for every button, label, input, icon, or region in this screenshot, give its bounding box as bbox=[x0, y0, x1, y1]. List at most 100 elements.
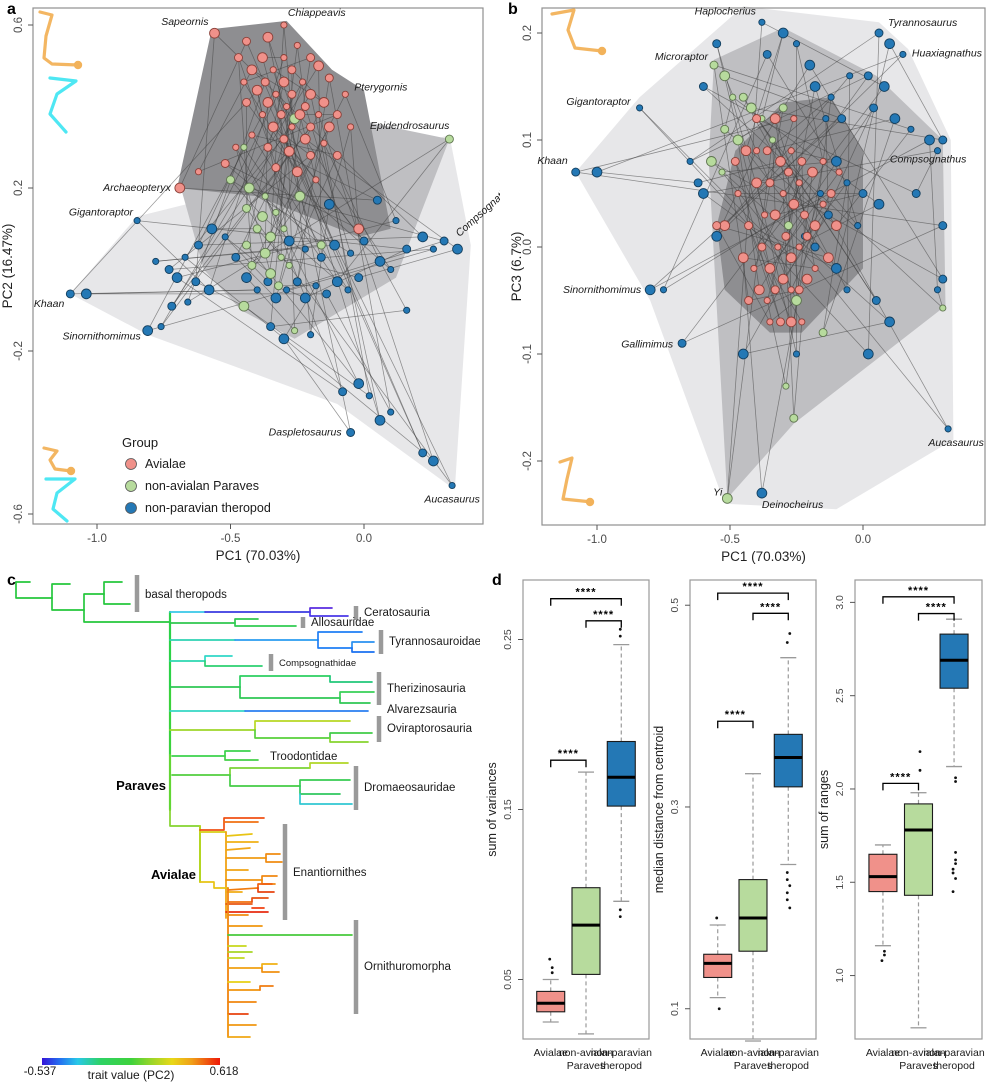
avialae-point bbox=[269, 66, 277, 74]
outlier-point bbox=[951, 890, 955, 893]
y-tick-label: 0.3 bbox=[669, 800, 681, 815]
theropod-point bbox=[571, 167, 581, 177]
theropod-point bbox=[591, 166, 603, 178]
legend-entry-label: non-avialan Paraves bbox=[145, 479, 259, 493]
plot-border bbox=[541, 7, 986, 526]
avialae-point bbox=[788, 198, 800, 210]
box bbox=[571, 887, 601, 975]
paraves-point bbox=[240, 143, 248, 151]
theropod-point bbox=[181, 253, 189, 261]
avialae-point bbox=[776, 317, 785, 327]
theropod-point bbox=[299, 292, 311, 304]
paraves-point bbox=[261, 192, 269, 200]
significance-bracket bbox=[882, 782, 920, 791]
theropod-point bbox=[938, 274, 948, 284]
theropod-point bbox=[858, 189, 868, 198]
theropod-point bbox=[911, 189, 921, 198]
avialae-point bbox=[752, 114, 762, 124]
paraves-point bbox=[789, 413, 799, 423]
avialae-point bbox=[251, 84, 263, 96]
theropod-point bbox=[804, 59, 816, 71]
limb-silhouette-joint bbox=[585, 497, 595, 507]
avialae-point bbox=[242, 36, 251, 46]
avialae-point bbox=[757, 242, 767, 252]
avialae-point bbox=[775, 156, 786, 167]
panel-b: -1.0 -0.5 0.0 -0.2 -0.1 0.0 0.1 0.2 PC1 (70.03%)… bbox=[500, 0, 1000, 570]
theropod-point bbox=[737, 348, 749, 360]
avialae-point bbox=[787, 147, 795, 155]
theropod-point bbox=[822, 115, 830, 123]
limb-silhouette-icon bbox=[44, 477, 77, 523]
avialae-point bbox=[750, 264, 758, 272]
category-label: Avialae bbox=[866, 1047, 900, 1059]
outlier-point bbox=[785, 871, 789, 874]
outlier-point bbox=[951, 867, 955, 871]
panel-a: -1.0 -0.5 0.0 -0.6 -0.2 0.2 0.6 PC1 (70.03%) PC2… bbox=[0, 0, 519, 570]
theropod-point bbox=[873, 198, 885, 210]
avialae-point bbox=[753, 147, 761, 155]
avialae-point bbox=[795, 179, 803, 187]
significance-stars: **** bbox=[575, 587, 596, 599]
significance-bracket bbox=[717, 592, 789, 601]
paraves-point bbox=[738, 92, 748, 102]
theropod-point bbox=[221, 233, 229, 241]
outlier-point bbox=[883, 953, 886, 957]
avialae-point bbox=[811, 264, 819, 272]
taxon-label: Chiappeavis bbox=[288, 7, 347, 19]
y-tick-label: -0.1 bbox=[522, 344, 534, 364]
avialae-point bbox=[826, 189, 836, 198]
panel-a-plot: -1.0 -0.5 0.0 -0.6 -0.2 0.2 0.6 PC1 (70.03%) PC2… bbox=[0, 7, 519, 563]
y-tick-label: 2.0 bbox=[834, 782, 846, 797]
theropod-point bbox=[878, 81, 890, 92]
avialae-point bbox=[766, 318, 774, 326]
avialae-point bbox=[765, 178, 775, 188]
taxon-label: Gallimimus bbox=[621, 338, 674, 350]
avialae-point bbox=[779, 189, 787, 198]
paraves-point bbox=[818, 328, 828, 338]
theropod-point bbox=[374, 414, 386, 426]
outlier-point bbox=[618, 634, 622, 638]
theropod-point bbox=[164, 265, 174, 274]
avialae-point bbox=[291, 166, 303, 178]
theropod-point bbox=[418, 448, 428, 458]
paraves-point bbox=[265, 268, 276, 279]
theropod-point bbox=[698, 188, 709, 199]
theropod-point bbox=[933, 147, 942, 155]
theropod-point bbox=[316, 252, 326, 262]
theropod-point bbox=[869, 103, 879, 113]
theropod-point bbox=[938, 135, 948, 145]
theropod-point bbox=[392, 217, 400, 225]
y-tick-label: 0.25 bbox=[502, 629, 514, 650]
theropod-point bbox=[152, 257, 160, 265]
panel-d-letter: d bbox=[492, 572, 502, 589]
outlier-point bbox=[618, 908, 622, 912]
taxon-label: Khaan bbox=[34, 298, 65, 310]
category-label: non-paravian bbox=[758, 1047, 819, 1059]
paraves-point bbox=[265, 231, 276, 243]
paraves-point bbox=[719, 70, 731, 82]
paraves-point bbox=[277, 253, 285, 261]
avialae-point bbox=[801, 273, 813, 285]
clade-label: Compsognathidae bbox=[279, 658, 356, 669]
avialae-point bbox=[324, 73, 334, 83]
y-axis-label: sum of ranges bbox=[817, 770, 831, 849]
avialae-point bbox=[762, 146, 772, 156]
avialae-point bbox=[323, 121, 335, 133]
avialae-point bbox=[769, 209, 781, 221]
y-tick-label: 2.5 bbox=[834, 688, 846, 703]
theropod-point bbox=[711, 230, 723, 242]
taxon-label: Haplocherius bbox=[695, 5, 757, 17]
theropod-point bbox=[347, 249, 355, 257]
y-axis-label: PC3 (6.7%) bbox=[509, 232, 524, 302]
avialae-point bbox=[299, 133, 311, 145]
theropod-point bbox=[831, 263, 842, 274]
theropod-point bbox=[758, 18, 766, 26]
y-tick-label: 0.6 bbox=[13, 17, 25, 33]
category-label: non-paravian bbox=[591, 1047, 652, 1059]
theropod-point bbox=[862, 348, 874, 360]
avialae-points bbox=[174, 21, 365, 235]
avialae-point bbox=[248, 131, 256, 139]
avialae-point bbox=[315, 111, 323, 119]
theropod-point bbox=[863, 71, 873, 81]
avialae-point bbox=[819, 157, 827, 165]
